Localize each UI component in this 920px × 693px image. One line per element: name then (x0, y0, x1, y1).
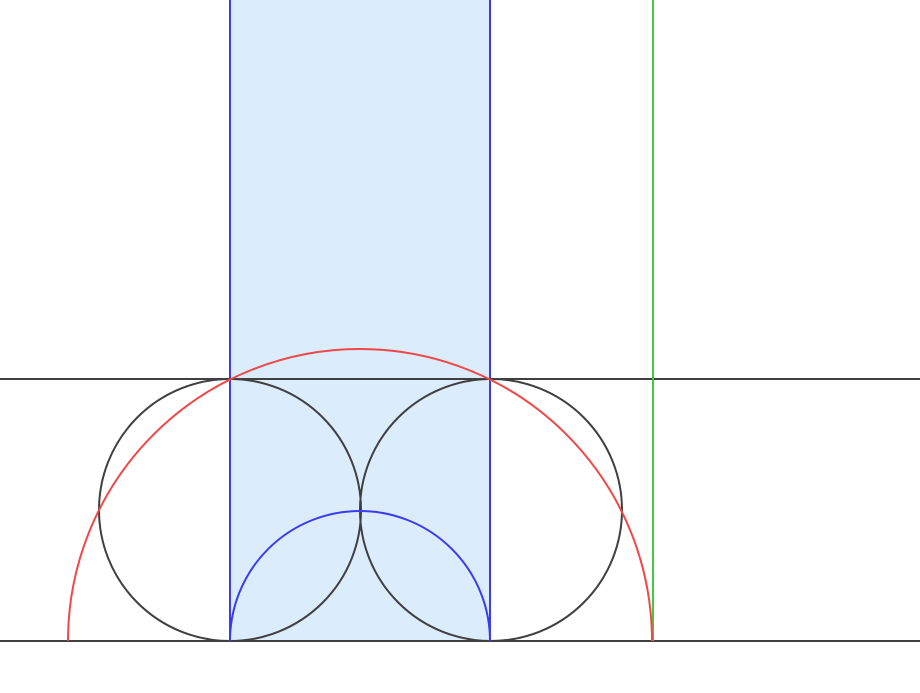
shaded-strip (230, 0, 490, 641)
inner-blue-semicircle (229, 510, 491, 642)
outer-red-arc (67, 348, 653, 642)
